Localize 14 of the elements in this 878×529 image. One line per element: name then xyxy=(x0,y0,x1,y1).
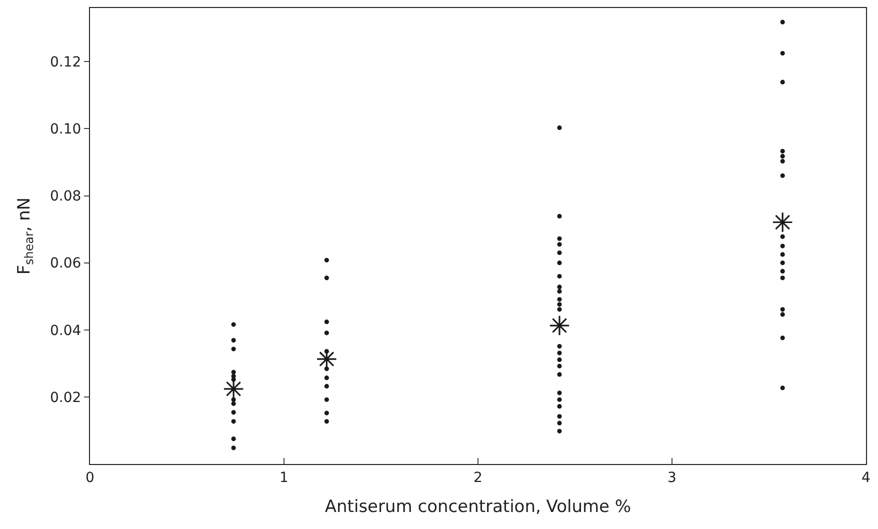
y-tick-label: 0.08 xyxy=(50,188,82,205)
x-tick-label: 1 xyxy=(280,470,288,486)
y-tick-label: 0.04 xyxy=(50,322,82,339)
y-tick-label: 0.02 xyxy=(50,390,82,406)
x-tick-label: 0 xyxy=(86,470,94,486)
y-tick-label: 0.06 xyxy=(50,256,82,272)
y-tick-label: 0.10 xyxy=(50,122,82,138)
point xyxy=(549,315,570,336)
y-tick-label: 0.12 xyxy=(50,54,82,71)
x-axis-title: Antiserum concentration, Volume % xyxy=(324,497,632,518)
x-tick-label: 2 xyxy=(474,470,482,486)
x-tick-label: 3 xyxy=(668,470,676,486)
point xyxy=(772,212,793,233)
x-tick-label: 4 xyxy=(862,470,871,486)
